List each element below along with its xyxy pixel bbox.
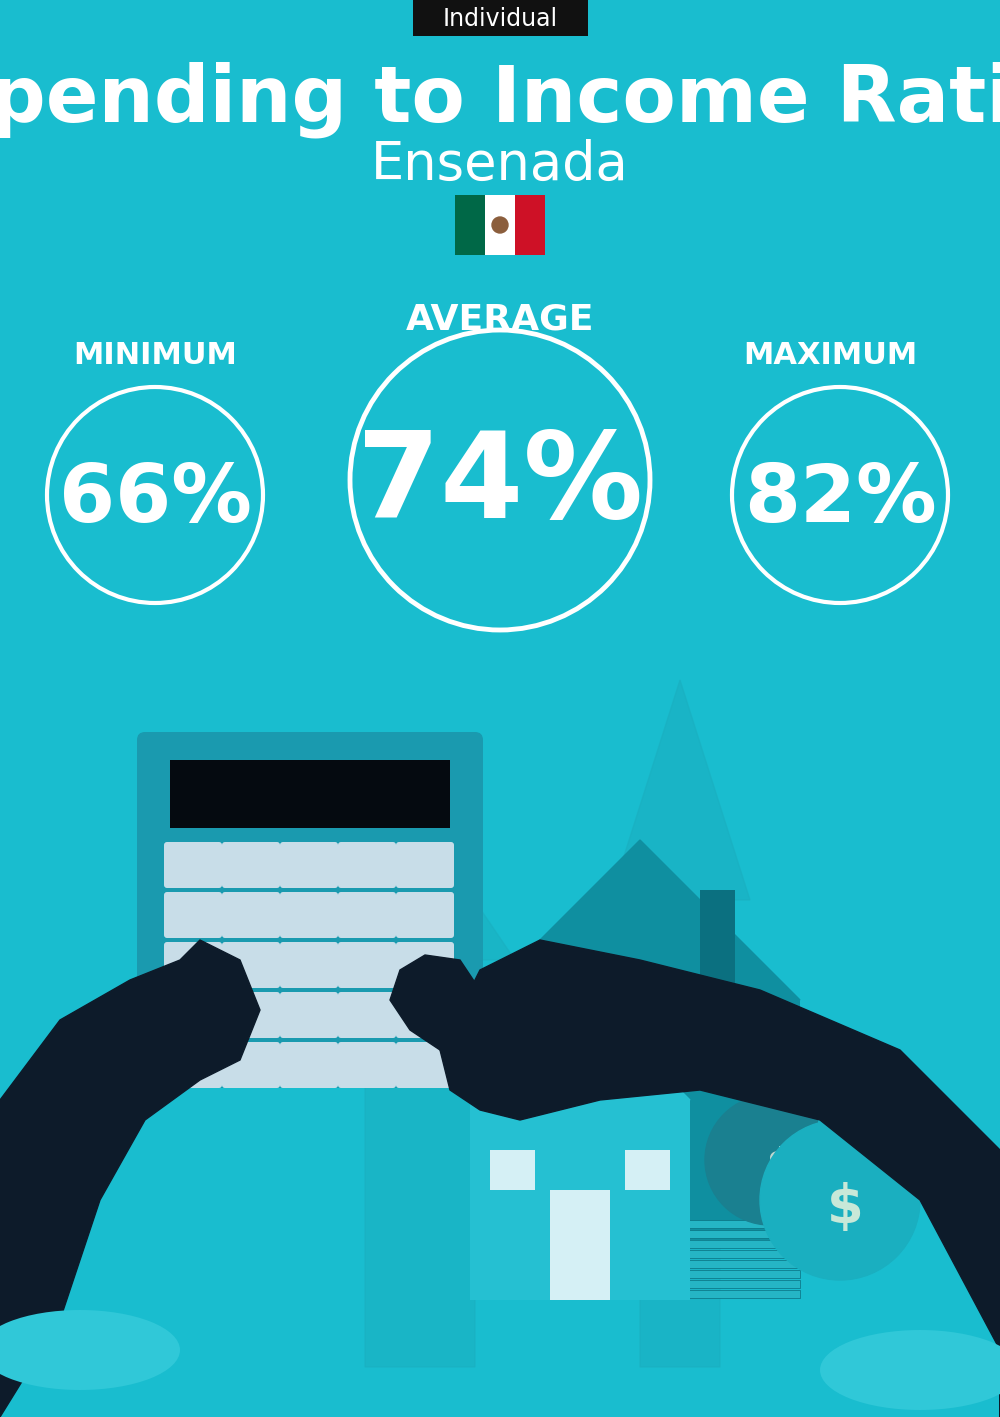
Text: AVERAGE: AVERAGE [406,303,594,337]
Bar [752,1088,788,1110]
FancyBboxPatch shape [164,891,222,938]
Polygon shape [440,939,1000,1417]
Polygon shape [470,990,690,1100]
Ellipse shape [820,1331,1000,1410]
Bar [550,1190,610,1299]
Text: $: $ [827,1182,863,1234]
FancyBboxPatch shape [280,942,338,988]
Bar [680,1220,800,1229]
Text: MAXIMUM: MAXIMUM [743,340,917,370]
Bar [680,1289,800,1298]
Bar [680,1270,800,1278]
Bar [515,196,545,255]
FancyBboxPatch shape [222,942,280,988]
Bar [680,1230,800,1238]
FancyBboxPatch shape [396,891,454,938]
FancyBboxPatch shape [396,842,454,888]
Polygon shape [480,840,800,1000]
FancyBboxPatch shape [396,1041,454,1088]
Bar [680,1250,800,1258]
FancyBboxPatch shape [164,942,222,988]
Bar [680,1240,800,1248]
Bar [485,196,515,255]
Text: Individual: Individual [442,7,558,31]
Ellipse shape [0,1309,180,1390]
Bar [680,1280,800,1288]
FancyBboxPatch shape [338,992,396,1039]
Text: 74%: 74% [357,427,643,543]
FancyBboxPatch shape [137,733,483,1088]
Bar [700,890,735,1005]
FancyBboxPatch shape [222,891,280,938]
Text: 82%: 82% [744,461,936,538]
FancyBboxPatch shape [164,842,222,888]
Bar [455,196,485,255]
Polygon shape [390,955,480,1056]
Polygon shape [325,820,515,1367]
Bar [170,760,450,828]
FancyBboxPatch shape [280,1041,338,1088]
Text: Ensenada: Ensenada [371,139,629,191]
Bar [470,1100,690,1299]
Bar [480,1000,800,1240]
FancyBboxPatch shape [222,842,280,888]
Text: Spending to Income Ratio: Spending to Income Ratio [0,62,1000,139]
Circle shape [760,1119,920,1280]
FancyBboxPatch shape [338,1041,396,1088]
Bar [680,1260,800,1268]
Polygon shape [610,680,750,1367]
Bar [413,0,588,35]
FancyBboxPatch shape [222,1041,280,1088]
FancyBboxPatch shape [164,992,222,1039]
Bar [818,1112,862,1141]
Circle shape [705,1095,835,1226]
FancyBboxPatch shape [222,992,280,1039]
Polygon shape [0,939,260,1417]
Bar [490,1151,535,1190]
Bar [625,1151,670,1190]
FancyBboxPatch shape [338,842,396,888]
Circle shape [492,217,508,232]
FancyBboxPatch shape [280,992,338,1039]
Text: $: $ [767,1146,794,1185]
FancyBboxPatch shape [396,942,454,988]
FancyBboxPatch shape [280,891,338,938]
FancyBboxPatch shape [338,942,396,988]
FancyBboxPatch shape [396,992,454,1039]
Text: MINIMUM: MINIMUM [73,340,237,370]
FancyBboxPatch shape [164,1041,222,1088]
FancyBboxPatch shape [338,891,396,938]
Text: 66%: 66% [59,461,251,538]
FancyBboxPatch shape [280,842,338,888]
